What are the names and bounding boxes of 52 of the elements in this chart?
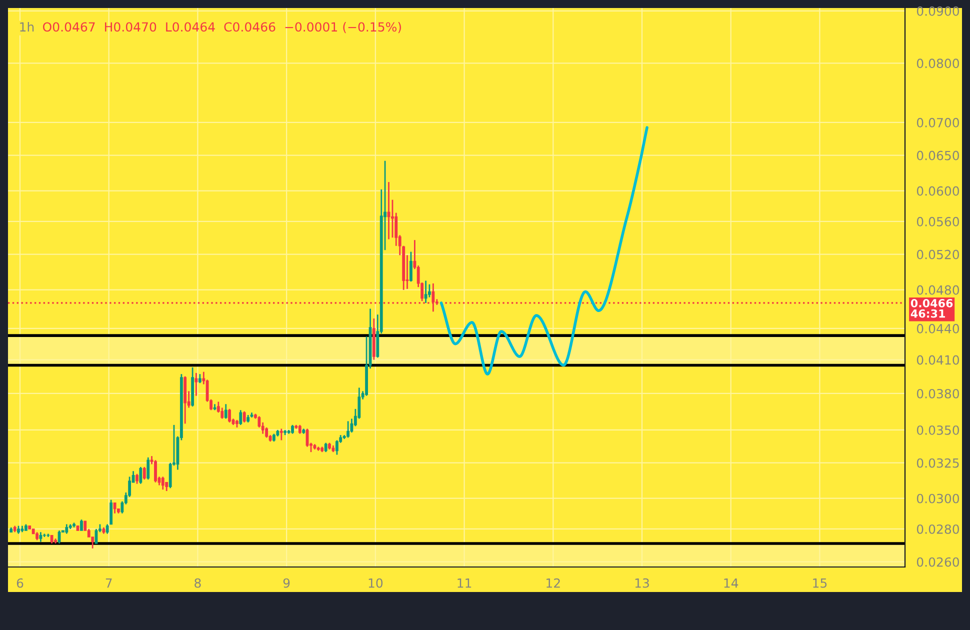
y-tick-label: 0.0700 [916,118,960,128]
y-tick-label: 0.0280 [916,524,960,534]
y-tick-label: 0.0520 [916,250,960,260]
y-tick-label: 0.0260 [916,557,960,567]
candlestick [139,466,142,485]
x-tick-label: 15 [813,578,827,588]
y-tick-label: 0.0300 [916,494,960,504]
candlestick [265,426,268,438]
candlestick [154,459,157,484]
candlestick [80,518,83,532]
candlestick [324,442,328,453]
y-tick-label: 0.0350 [916,425,960,435]
x-tick-label: 7 [106,578,112,588]
candlestick [39,531,42,543]
candlestick [194,372,198,397]
candlestick [142,466,146,480]
x-tick-label: 11 [458,578,472,588]
candlestick [387,181,390,240]
x-tick-label: 12 [546,578,560,588]
x-tick-label: 6 [16,578,24,588]
candlestick [228,408,231,424]
y-tick-label: 0.0900 [916,6,960,16]
candlestick [346,420,350,438]
x-tick-label: 14 [724,578,738,588]
candlestick [280,428,283,441]
x-tick-label: 10 [368,578,383,588]
y-tick-label: 0.0800 [916,58,960,68]
candlestick [410,251,412,282]
candlestick [424,280,428,304]
y-tick-label: 0.0410 [916,355,960,365]
candlestick [161,476,164,490]
candlestick [239,409,242,426]
y-tick-label: 0.0480 [916,285,960,295]
y-tick-label: 0.0560 [916,216,960,226]
candlestick [224,403,228,420]
ref-line-label: 0.0466 46:31 [910,299,953,318]
x-tick-label: 9 [283,578,290,588]
text: O0.0467 H0.0470 L0.0464 C0.0466 −0.0001 (−0.15%) [42,22,401,34]
candlestick [113,502,116,514]
y-tick-label: 0.0380 [916,388,960,398]
candlestick [198,373,202,384]
candlestick [242,410,246,424]
candlestick [136,473,138,485]
candlestick [65,524,68,534]
x-tick-label: 8 [194,578,201,588]
y-tick-label: 0.0650 [916,150,960,160]
x-tick-label: 13 [635,578,649,588]
y-tick-label: 0.0600 [916,186,960,196]
text: 1h [20,22,34,32]
y-tick-label: 0.0440 [916,324,960,334]
candlestick [146,456,150,480]
y-tick-label: 0.0325 [916,458,959,468]
